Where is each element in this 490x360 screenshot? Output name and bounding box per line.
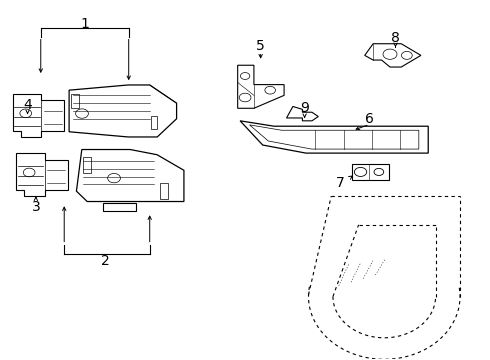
Text: 9: 9	[300, 101, 309, 115]
Polygon shape	[76, 149, 184, 202]
Polygon shape	[240, 121, 428, 153]
Polygon shape	[238, 65, 284, 108]
Polygon shape	[103, 203, 136, 211]
Circle shape	[241, 73, 250, 80]
Polygon shape	[352, 164, 389, 180]
Text: 8: 8	[391, 31, 400, 45]
Polygon shape	[69, 85, 176, 137]
Polygon shape	[287, 107, 318, 121]
Circle shape	[20, 109, 31, 118]
Text: 7: 7	[336, 176, 344, 190]
Text: 1: 1	[80, 17, 89, 31]
Circle shape	[75, 109, 88, 118]
Text: 6: 6	[365, 112, 374, 126]
Circle shape	[401, 51, 412, 59]
Circle shape	[383, 49, 397, 59]
Bar	[160, 183, 168, 199]
Bar	[151, 116, 157, 129]
Polygon shape	[13, 94, 64, 137]
Bar	[71, 94, 79, 108]
Polygon shape	[365, 44, 421, 67]
Text: 2: 2	[101, 254, 110, 268]
Text: 5: 5	[256, 39, 265, 53]
Text: 3: 3	[31, 200, 40, 214]
Circle shape	[354, 167, 367, 176]
Circle shape	[239, 93, 251, 102]
Text: 4: 4	[23, 98, 32, 112]
Circle shape	[24, 168, 35, 177]
Circle shape	[265, 86, 275, 94]
Circle shape	[374, 168, 384, 175]
Polygon shape	[249, 125, 419, 149]
Bar	[83, 157, 92, 173]
Circle shape	[108, 174, 121, 183]
Polygon shape	[16, 153, 68, 196]
